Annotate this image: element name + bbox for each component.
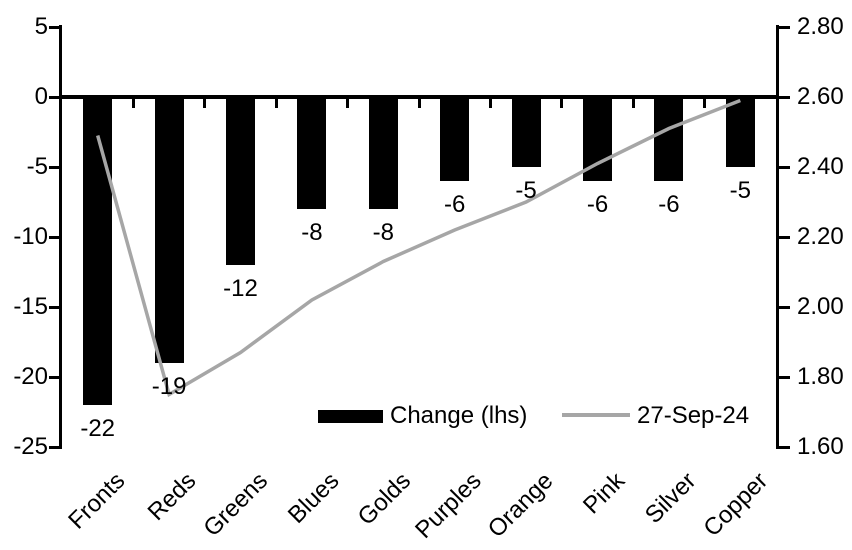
bar-data-label: -5 — [515, 177, 537, 204]
bar — [654, 97, 684, 181]
bar — [226, 97, 255, 265]
left-axis-tick-label: 5 — [34, 13, 48, 40]
x-axis-tick — [417, 97, 421, 108]
right-axis-tick-label: 2.00 — [797, 293, 844, 320]
x-axis-tick — [274, 97, 278, 108]
bar — [511, 97, 541, 167]
right-axis-tick-label: 1.60 — [797, 433, 844, 460]
left-axis-tick — [49, 165, 62, 169]
right-axis-tick — [776, 445, 790, 449]
x-axis-tick — [631, 97, 635, 108]
bar-data-label: -8 — [301, 219, 323, 246]
left-axis-tick — [49, 375, 62, 379]
left-axis-tick-label: -10 — [13, 223, 48, 250]
bar — [368, 97, 398, 209]
right-axis-tick — [776, 305, 790, 309]
x-axis-tick — [203, 97, 207, 108]
left-axis-tick-label: -5 — [26, 153, 48, 180]
left-axis-tick-label: 0 — [34, 83, 48, 110]
left-axis-tick — [49, 25, 62, 29]
bar-data-label: -6 — [658, 191, 680, 218]
left-axis-tick — [49, 445, 62, 449]
line-series-path — [96, 98, 741, 398]
bar-data-label: -19 — [151, 373, 187, 400]
bar — [154, 97, 184, 363]
left-axis-tick — [49, 305, 62, 309]
right-axis-tick — [776, 235, 790, 239]
right-axis-tick — [776, 375, 790, 379]
right-axis-tick — [776, 95, 790, 99]
bar-data-label: -8 — [372, 219, 394, 246]
right-axis-tick — [776, 25, 790, 29]
bar-data-label: -5 — [729, 177, 751, 204]
right-axis-tick-label: 2.80 — [797, 13, 844, 40]
x-axis-tick — [703, 97, 707, 108]
right-axis-tick-label: 2.40 — [797, 153, 844, 180]
right-axis-tick-label: 2.60 — [797, 83, 844, 110]
bar — [725, 97, 755, 167]
left-axis-tick-label: -25 — [13, 433, 48, 460]
right-axis-tick-label: 1.80 — [797, 363, 844, 390]
left-axis-tick-label: -15 — [13, 293, 48, 320]
left-axis-tick-label: -20 — [13, 363, 48, 390]
left-axis-tick — [49, 95, 62, 99]
bar-data-label: -6 — [586, 191, 609, 218]
x-axis-tick — [346, 97, 350, 108]
bar-data-label: -6 — [444, 191, 466, 218]
right-axis-tick — [776, 165, 790, 169]
legend-line-swatch — [562, 413, 630, 417]
x-axis-tick — [488, 97, 492, 108]
legend-label-line-series: 27-Sep-24 — [637, 402, 750, 429]
legend-label-bar-series: Change (lhs) — [390, 402, 528, 429]
left-axis-tick — [49, 235, 62, 239]
bar — [440, 97, 470, 181]
x-axis-tick — [560, 97, 564, 108]
bar — [297, 97, 327, 209]
bar-data-label: -22 — [80, 415, 116, 442]
bar-data-label: -12 — [223, 275, 258, 302]
right-axis-tick-label: 2.20 — [797, 223, 844, 250]
x-axis-tick — [131, 97, 135, 108]
legend-bar-swatch — [318, 410, 383, 423]
bar — [83, 97, 113, 405]
